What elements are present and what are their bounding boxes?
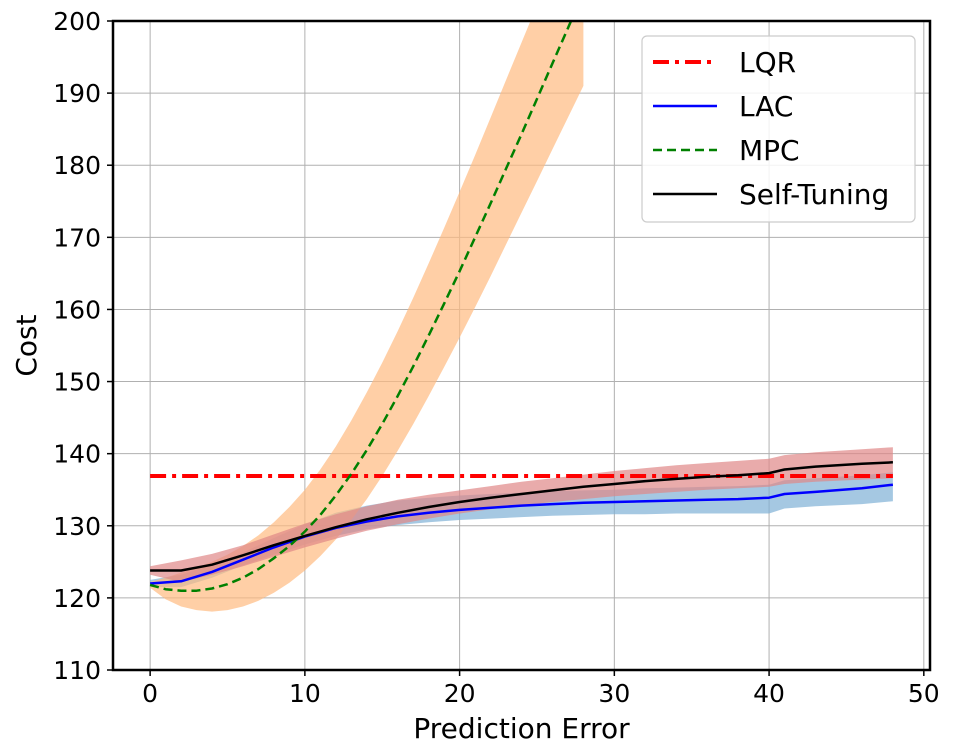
y-tick-label: 130 — [53, 512, 101, 541]
y-tick-label: 150 — [53, 368, 101, 397]
y-tick-label: 110 — [53, 656, 101, 685]
legend-label: Self-Tuning — [739, 178, 889, 211]
x-tick-label: 30 — [598, 679, 630, 708]
y-tick-label: 170 — [53, 223, 101, 252]
confidence-bands — [150, 21, 893, 612]
y-tick-label: 190 — [53, 79, 101, 108]
y-tick-label: 120 — [53, 584, 101, 613]
y-tick-label: 140 — [53, 440, 101, 469]
x-axis-label: Prediction Error — [413, 712, 630, 745]
plot-frame — [111, 19, 932, 672]
line-mpc — [149, 21, 573, 592]
x-tick-label: 40 — [753, 679, 785, 708]
line-self-tuning — [150, 461, 893, 572]
y-tick-label: 160 — [53, 295, 101, 324]
y-axis-label: Cost — [10, 314, 43, 376]
band-lac — [150, 472, 893, 588]
y-tick-label: 180 — [53, 151, 101, 180]
x-tick-label: 10 — [289, 679, 321, 708]
x-tick-label: 50 — [908, 679, 940, 708]
series-lines — [149, 21, 894, 592]
axis-ticks: 0 10 20 30 40 50 110 120 130 140 150 160 170 180 190 20… — [53, 7, 939, 708]
legend-label: MPC — [739, 134, 800, 167]
band-self-tuning — [150, 447, 893, 582]
legend-label: LQR — [739, 46, 796, 79]
x-tick-label: 0 — [142, 679, 158, 708]
legend: LQR LAC MPC Self-Tuning — [641, 35, 916, 223]
band-mpc — [150, 21, 584, 612]
legend-label: LAC — [739, 90, 793, 123]
legend-box — [641, 35, 916, 223]
x-tick-label: 20 — [444, 679, 476, 708]
y-tick-label: 200 — [53, 7, 101, 36]
line-lac — [150, 483, 894, 585]
